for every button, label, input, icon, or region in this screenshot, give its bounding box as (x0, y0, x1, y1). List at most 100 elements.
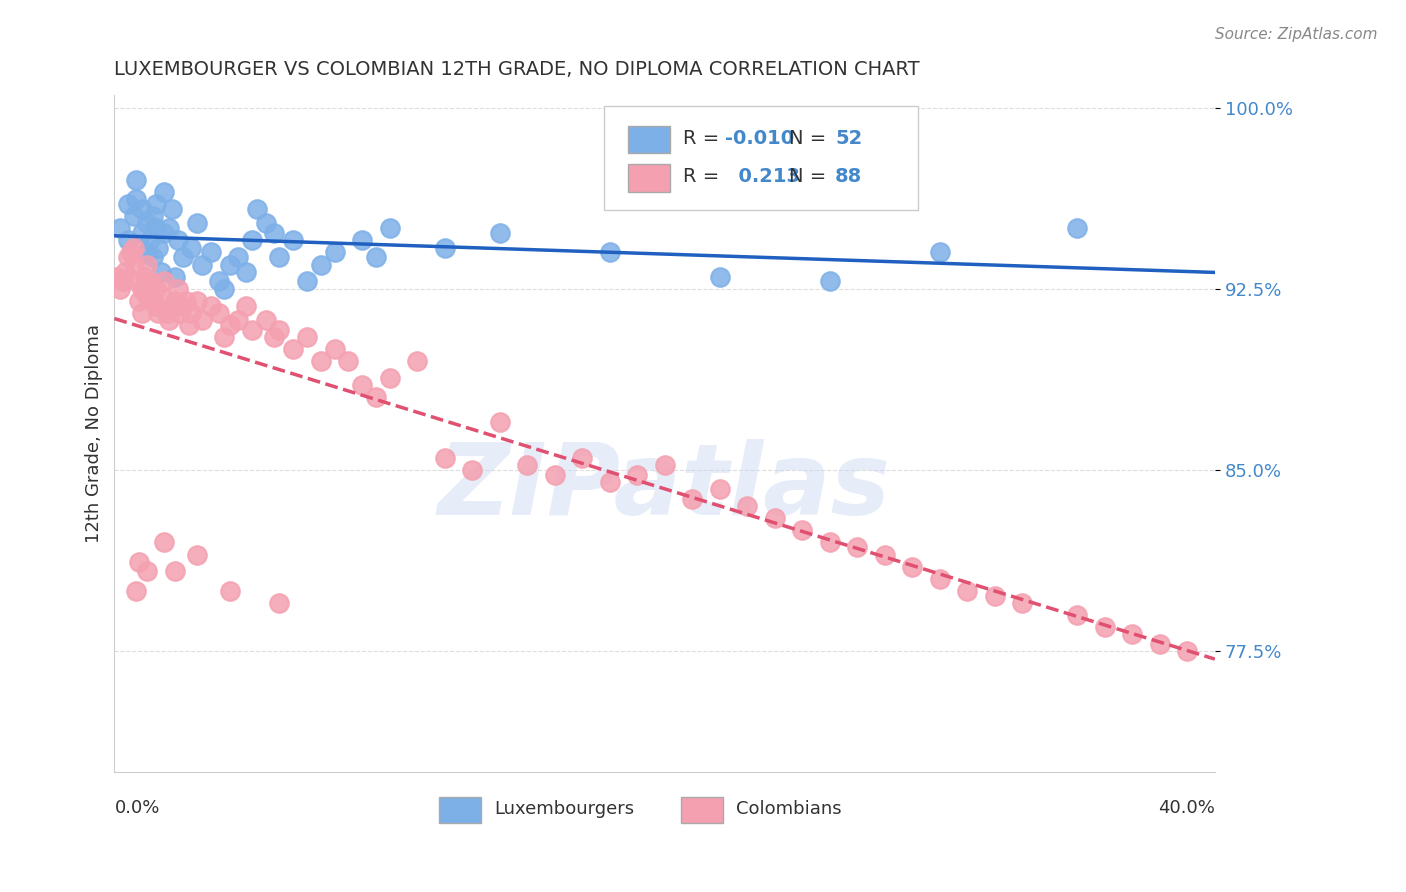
Point (1175, 644, 1198, 658)
Point (226, 250, 249, 264)
Point (269, 596, 291, 610)
Text: 52: 52 (835, 128, 862, 147)
Point (763, 511, 786, 525)
Point (153, 226, 176, 240)
Point (406, 354, 429, 368)
Point (142, 293, 165, 308)
Point (433, 241, 456, 255)
Point (134, 269, 156, 284)
Point (599, 245, 621, 260)
Point (166, 282, 188, 296)
Point (122, 209, 145, 223)
Point (323, 342, 346, 356)
Point (153, 535, 176, 549)
Point (626, 467, 648, 482)
Point (283, 342, 305, 356)
Point (117, 250, 139, 264)
Point (246, 202, 269, 216)
Point (323, 245, 346, 260)
Point (145, 221, 167, 235)
Point (378, 221, 401, 235)
Text: 88: 88 (835, 167, 862, 186)
Text: Colombians: Colombians (737, 800, 842, 818)
Text: 40.0%: 40.0% (1159, 799, 1215, 817)
Point (1011, 596, 1033, 610)
Point (169, 306, 191, 320)
Point (136, 565, 159, 579)
Point (846, 541, 869, 555)
Point (131, 282, 153, 296)
Point (956, 583, 979, 598)
Text: Luxembourgers: Luxembourgers (494, 800, 634, 818)
Point (131, 306, 153, 320)
Point (145, 299, 167, 313)
Point (120, 245, 142, 260)
Point (122, 258, 145, 272)
Point (571, 450, 593, 465)
Point (114, 265, 136, 279)
Point (433, 450, 456, 465)
Point (240, 323, 263, 337)
Point (254, 313, 277, 327)
Point (174, 293, 197, 308)
Point (186, 293, 208, 308)
Point (139, 234, 162, 248)
Point (105, 269, 128, 284)
Point (108, 221, 131, 235)
Point (516, 458, 538, 472)
Point (928, 245, 950, 260)
FancyBboxPatch shape (439, 797, 481, 822)
Point (1121, 627, 1143, 641)
Text: 0.213: 0.213 (725, 167, 800, 186)
FancyBboxPatch shape (605, 105, 918, 211)
Text: -0.010: -0.010 (725, 128, 794, 147)
Point (295, 275, 318, 289)
Point (160, 299, 183, 313)
Point (208, 275, 231, 289)
Point (148, 306, 170, 320)
Point (735, 499, 758, 513)
Point (219, 258, 242, 272)
Point (378, 371, 401, 385)
Text: R =: R = (683, 128, 725, 147)
Point (136, 245, 159, 260)
Point (1094, 620, 1116, 634)
Point (122, 241, 145, 255)
Point (543, 467, 565, 482)
Point (309, 258, 332, 272)
Point (166, 234, 188, 248)
Point (681, 491, 703, 506)
FancyBboxPatch shape (681, 797, 723, 822)
Point (156, 306, 179, 320)
Point (163, 565, 186, 579)
Point (159, 221, 181, 235)
Point (309, 354, 332, 368)
Point (1066, 607, 1088, 622)
Y-axis label: 12th Grade, No Diploma: 12th Grade, No Diploma (86, 324, 103, 543)
Point (131, 202, 153, 216)
Point (136, 217, 159, 231)
Point (226, 313, 249, 327)
Point (235, 265, 257, 279)
Point (235, 299, 257, 313)
Text: LUXEMBOURGER VS COLOMBIAN 12TH GRADE, NO DIPLOMA CORRELATION CHART: LUXEMBOURGER VS COLOMBIAN 12TH GRADE, NO… (114, 60, 920, 78)
Point (191, 313, 214, 327)
Point (128, 555, 150, 569)
Point (709, 269, 731, 284)
Point (131, 226, 153, 240)
Point (873, 548, 896, 562)
Text: N =: N = (789, 167, 832, 186)
Point (1149, 637, 1171, 651)
Point (269, 250, 291, 264)
Point (488, 226, 510, 240)
Point (901, 559, 924, 574)
Point (153, 275, 176, 289)
Point (117, 197, 139, 211)
Point (599, 475, 621, 489)
Point (186, 548, 208, 562)
Point (125, 583, 148, 598)
FancyBboxPatch shape (628, 164, 671, 192)
Point (240, 234, 263, 248)
Point (125, 275, 148, 289)
Point (180, 241, 202, 255)
